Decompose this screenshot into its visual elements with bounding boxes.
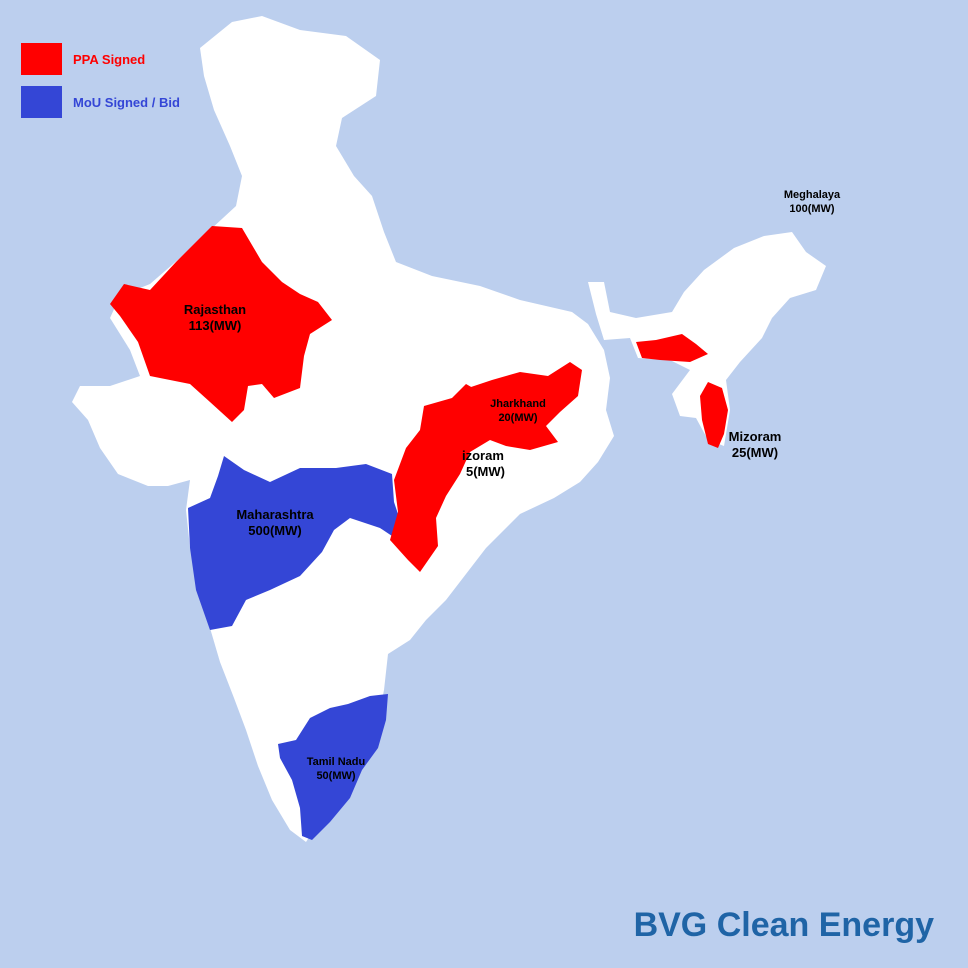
legend-item-ppa: PPA Signed <box>21 43 145 75</box>
region-meghalaya <box>636 334 708 362</box>
brand-title: BVG Clean Energy <box>633 906 934 944</box>
label-jharkhand-name: Jharkhand <box>490 398 546 410</box>
label-tamil-nadu-capacity: 50(MW) <box>316 769 356 782</box>
label-meghalaya-name: Meghalaya <box>783 189 841 201</box>
label-rajasthan: Rajasthan 113(MW) <box>168 302 262 335</box>
label-chhattisgarh: izoram 5(MW) <box>462 448 518 481</box>
legend-item-mou: MoU Signed / Bid <box>21 86 180 118</box>
label-meghalaya: Meghalaya 100(MW) <box>770 189 854 217</box>
label-mizoram-capacity: 25(MW) <box>731 445 779 461</box>
label-maharashtra: Maharashtra 500(MW) <box>220 507 330 540</box>
india-northeast <box>588 232 826 446</box>
legend-label-mou: MoU Signed / Bid <box>73 94 180 110</box>
label-chhattisgarh-capacity: 5(MW) <box>466 464 505 480</box>
region-chhattisgarh <box>390 384 496 572</box>
legend-label-ppa: PPA Signed <box>73 51 146 67</box>
legend-swatch-ppa <box>21 43 62 75</box>
label-tamil-nadu-name: Tamil Nadu <box>306 756 366 768</box>
label-rajasthan-name: Rajasthan <box>183 302 247 317</box>
legend-swatch-mou <box>21 86 62 118</box>
label-chhattisgarh-name: izoram <box>462 448 504 463</box>
label-rajasthan-capacity: 113(MW) <box>188 318 242 334</box>
india-mainland <box>72 16 614 842</box>
label-mizoram: Mizoram 25(MW) <box>718 429 792 462</box>
label-tamil-nadu: Tamil Nadu 50(MW) <box>296 756 376 784</box>
label-jharkhand: Jharkhand 20(MW) <box>484 398 552 426</box>
label-jharkhand-capacity: 20(MW) <box>498 411 538 424</box>
region-mizoram <box>700 382 728 448</box>
label-maharashtra-name: Maharashtra <box>236 507 314 522</box>
label-mizoram-name: Mizoram <box>728 429 782 444</box>
label-meghalaya-capacity: 100(MW) <box>789 202 835 215</box>
region-jharkhand <box>468 362 582 450</box>
label-maharashtra-capacity: 500(MW) <box>248 523 302 539</box>
region-maharashtra <box>188 456 402 630</box>
region-tamil-nadu <box>278 694 388 840</box>
region-rajasthan <box>110 226 332 422</box>
